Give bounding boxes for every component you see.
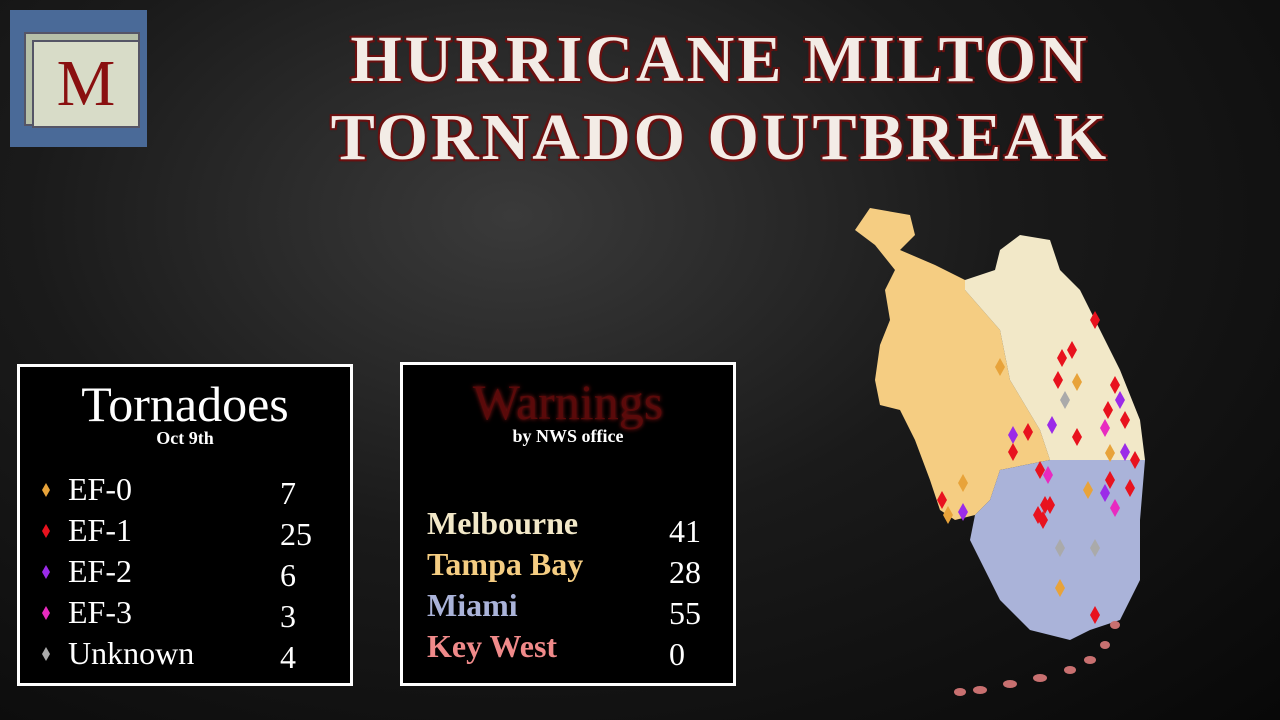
tornado-diamond	[1053, 371, 1063, 389]
tornado-diamond	[1125, 479, 1135, 497]
row-label: EF-3	[68, 594, 132, 630]
title-line: HURRICANE MILTON	[350, 23, 1090, 96]
row-count: 55	[669, 595, 701, 631]
row-label: Key West	[427, 628, 558, 664]
melbourne-region	[965, 235, 1145, 460]
tornado-diamond	[1055, 539, 1065, 557]
row-label: Tampa Bay	[427, 546, 584, 582]
tornado-diamond	[1090, 539, 1100, 557]
tornado-panel: Tornadoes Oct 9th EF-0 7 EF-1 25 EF-2 6 EF-3 3 U…	[17, 364, 353, 686]
tornado-diamond	[1115, 391, 1125, 409]
tornado-diamond	[1072, 428, 1082, 446]
legend-diamond	[42, 606, 50, 620]
row-label: EF-1	[68, 512, 132, 548]
keys	[954, 621, 1120, 696]
logo-letter: M	[32, 40, 140, 128]
row-label: Miami	[427, 587, 518, 623]
tornado-diamond	[1047, 416, 1057, 434]
tornado-diamond	[1120, 411, 1130, 429]
row-count: 3	[280, 598, 296, 634]
legend-diamond	[42, 647, 50, 661]
tornado-diamond	[995, 358, 1005, 376]
tornado-diamond	[937, 491, 947, 509]
legend-diamond	[42, 483, 50, 497]
tornado-diamond	[1090, 606, 1100, 624]
legend-diamond	[42, 524, 50, 538]
title-line: TORNADO OUTBREAK	[330, 101, 1110, 174]
panel-subtitle: by NWS office	[512, 426, 624, 446]
tampa-bay-region	[855, 208, 1050, 520]
tornado-diamond	[1103, 401, 1113, 419]
tornado-diamond	[1130, 451, 1140, 469]
tornado-diamond	[1072, 373, 1082, 391]
tornado-diamond	[1008, 443, 1018, 461]
tornado-diamond	[1100, 419, 1110, 437]
panel-title: Warnings	[472, 374, 664, 430]
tornado-diamond	[1045, 496, 1055, 514]
logo: M	[10, 10, 147, 147]
row-count: 41	[669, 513, 701, 549]
row-label: Melbourne	[427, 505, 579, 541]
tornado-diamond	[1090, 311, 1100, 329]
tornado-diamond	[1057, 349, 1067, 367]
legend-diamond	[42, 565, 50, 579]
tornado-diamond	[1083, 481, 1093, 499]
tornado-diamond	[1100, 484, 1110, 502]
tornado-diamond	[1120, 443, 1130, 461]
row-count: 6	[280, 557, 296, 593]
tornado-diamond	[1043, 466, 1053, 484]
row-count: 0	[669, 636, 685, 672]
tornado-diamond	[1110, 499, 1120, 517]
warnings-panel: Warnings by NWS office Melbourne 41 Tampa …	[400, 362, 736, 686]
row-label: EF-2	[68, 553, 132, 589]
tornado-diamond	[1110, 376, 1120, 394]
row-count: 25	[280, 516, 312, 552]
tornado-diamond	[1035, 461, 1045, 479]
tornado-diamond	[1105, 471, 1115, 489]
tornado-diamond	[1008, 426, 1018, 444]
tornado-diamond	[1038, 511, 1048, 529]
tornado-diamond	[958, 503, 968, 521]
tornado-diamond	[943, 506, 953, 524]
tornado-diamond	[1055, 579, 1065, 597]
row-count: 4	[280, 639, 296, 675]
row-label: Unknown	[68, 635, 195, 671]
row-label: EF-0	[68, 471, 132, 507]
row-count: 7	[280, 475, 296, 511]
tornado-diamond	[958, 474, 968, 492]
tornado-diamond	[1060, 391, 1070, 409]
tornado-diamond	[1067, 341, 1077, 359]
tornado-diamond	[1105, 444, 1115, 462]
panel-subtitle: Oct 9th	[156, 428, 214, 448]
panel-title: Tornadoes	[81, 376, 289, 432]
tornado-diamond	[1023, 423, 1033, 441]
tornado-diamonds	[937, 311, 1140, 624]
row-count: 28	[669, 554, 701, 590]
